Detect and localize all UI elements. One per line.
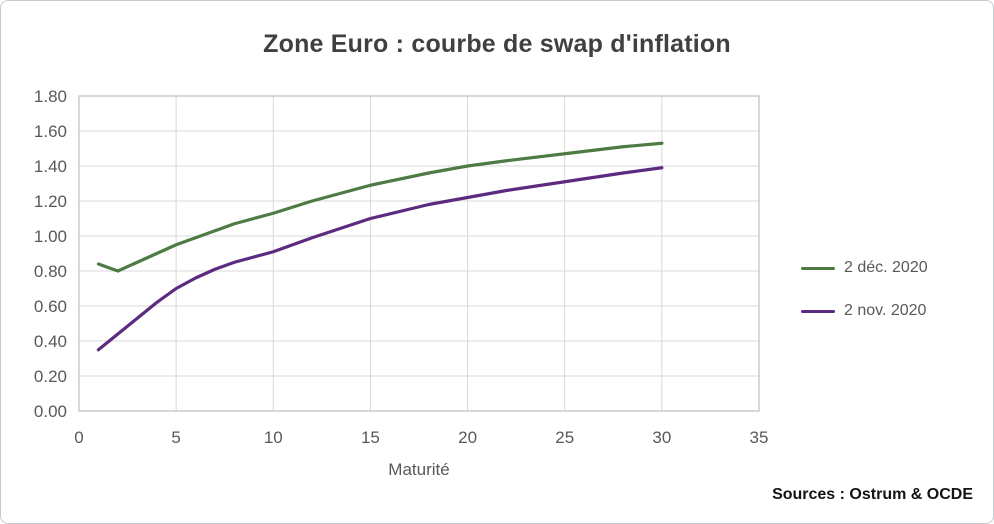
legend-label-dec: 2 déc. 2020 (844, 259, 928, 276)
x-axis-title: Maturité (388, 460, 450, 479)
x-tick-label: 0 (74, 428, 83, 447)
x-tick-label: 15 (361, 428, 380, 447)
y-tick-label: 1.40 (34, 157, 67, 176)
y-tick-label: 1.00 (34, 227, 67, 246)
y-tick-label: 1.60 (34, 122, 67, 141)
legend-line-swatch-dec (801, 266, 835, 270)
y-tick-label: 0.20 (34, 367, 67, 386)
y-tick-label: 1.80 (34, 87, 67, 106)
plot-border (78, 95, 760, 412)
x-tick-label: 30 (652, 428, 671, 447)
x-tick-label: 25 (555, 428, 574, 447)
y-tick-label: 0.60 (34, 297, 67, 316)
y-tick-label: 1.20 (34, 192, 67, 211)
x-tick-label: 10 (264, 428, 283, 447)
chart-legend: 2 déc. 2020 2 nov. 2020 (801, 255, 928, 324)
x-tick-label: 5 (171, 428, 180, 447)
legend-item-dec-2020: 2 déc. 2020 (801, 255, 928, 281)
legend-label-nov: 2 nov. 2020 (844, 302, 927, 319)
legend-item-nov-2020: 2 nov. 2020 (801, 298, 928, 324)
x-tick-label: 20 (458, 428, 477, 447)
source-note: Sources : Ostrum & OCDE (772, 486, 973, 503)
series-line-1 (96, 166, 664, 352)
legend-line-swatch-nov (801, 309, 835, 313)
y-tick-label: 0.40 (34, 332, 67, 351)
series-line-0 (96, 141, 664, 273)
chart-title: Zone Euro : courbe de swap d'inflation (263, 30, 731, 58)
y-tick-label: 0.80 (34, 262, 67, 281)
x-tick-label: 35 (750, 428, 769, 447)
y-tick-label: 0.00 (34, 402, 67, 421)
